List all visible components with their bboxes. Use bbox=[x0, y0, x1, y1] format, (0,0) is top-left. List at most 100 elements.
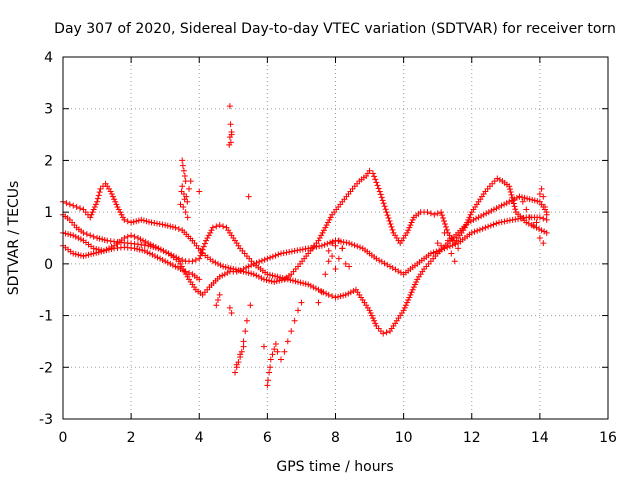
data-point bbox=[101, 236, 108, 243]
data-point bbox=[99, 236, 106, 243]
data-point bbox=[90, 233, 97, 240]
data-point bbox=[212, 259, 219, 266]
data-point bbox=[167, 260, 174, 267]
data-point bbox=[184, 273, 191, 280]
data-point bbox=[340, 239, 347, 246]
data-point bbox=[155, 245, 162, 252]
data-point bbox=[538, 227, 545, 234]
data-point bbox=[72, 251, 79, 258]
data-point bbox=[378, 194, 385, 201]
data-point bbox=[525, 220, 532, 227]
data-point bbox=[342, 291, 349, 298]
data-point bbox=[177, 266, 184, 273]
data-point bbox=[410, 284, 417, 291]
data-point bbox=[96, 235, 103, 242]
data-point bbox=[277, 274, 284, 281]
data-point bbox=[479, 225, 486, 232]
data-point bbox=[274, 348, 281, 355]
data-point bbox=[543, 216, 550, 223]
data-point bbox=[240, 338, 247, 345]
data-point bbox=[107, 188, 114, 195]
data-point bbox=[221, 271, 228, 278]
data-point bbox=[73, 203, 80, 210]
data-point bbox=[268, 278, 275, 285]
data-point bbox=[305, 281, 312, 288]
data-point bbox=[372, 320, 379, 327]
x-axis-label: GPS time / hours bbox=[276, 459, 393, 475]
data-point bbox=[219, 272, 226, 279]
data-point bbox=[162, 222, 169, 229]
data-point bbox=[154, 220, 161, 227]
data-point bbox=[214, 297, 221, 304]
data-point bbox=[501, 201, 508, 208]
data-point bbox=[250, 260, 257, 267]
data-point bbox=[434, 240, 441, 247]
data-point bbox=[131, 245, 138, 252]
data-point bbox=[413, 278, 420, 285]
data-point bbox=[312, 285, 319, 292]
data-point bbox=[318, 242, 325, 249]
data-point bbox=[182, 178, 189, 185]
data-point bbox=[140, 217, 147, 224]
data-point bbox=[200, 243, 207, 250]
series-track-D bbox=[60, 242, 203, 283]
data-point bbox=[197, 252, 204, 259]
data-point bbox=[264, 255, 271, 262]
data-point bbox=[182, 268, 189, 275]
data-point bbox=[332, 242, 339, 249]
data-point bbox=[401, 304, 408, 311]
data-point bbox=[440, 215, 447, 222]
data-point bbox=[180, 267, 187, 274]
data-point bbox=[237, 267, 244, 274]
data-point bbox=[172, 263, 179, 270]
data-point bbox=[97, 185, 104, 192]
data-point bbox=[146, 218, 153, 225]
data-point bbox=[536, 191, 543, 198]
data-point bbox=[148, 219, 155, 226]
data-point bbox=[441, 229, 448, 236]
data-point bbox=[264, 271, 271, 278]
data-point bbox=[284, 276, 291, 283]
data-point bbox=[316, 235, 323, 241]
data-point bbox=[404, 229, 411, 236]
data-point bbox=[65, 231, 72, 238]
data-point bbox=[175, 258, 182, 265]
data-point bbox=[226, 141, 233, 148]
data-point bbox=[350, 288, 357, 295]
data-point bbox=[139, 247, 146, 254]
data-point bbox=[366, 167, 373, 174]
data-point bbox=[291, 247, 298, 254]
data-point bbox=[511, 203, 518, 210]
data-point bbox=[134, 235, 141, 241]
data-point bbox=[526, 214, 533, 221]
data-point bbox=[427, 250, 434, 257]
data-point bbox=[369, 315, 376, 322]
data-point bbox=[508, 191, 515, 198]
data-point bbox=[400, 307, 407, 314]
data-point bbox=[77, 236, 84, 243]
data-point bbox=[386, 218, 393, 225]
y-axis-label: SDTVAR / TECUs bbox=[6, 181, 22, 296]
series-scatter-burst-1 bbox=[177, 157, 203, 221]
data-point bbox=[383, 209, 390, 216]
data-point bbox=[157, 246, 164, 253]
data-point bbox=[520, 214, 527, 221]
data-point bbox=[216, 273, 223, 280]
data-point bbox=[506, 198, 513, 205]
data-point bbox=[87, 214, 94, 221]
data-point bbox=[503, 200, 510, 207]
data-point bbox=[94, 198, 101, 205]
x-tick-label: 10 bbox=[395, 430, 413, 446]
data-point bbox=[232, 369, 239, 376]
data-point bbox=[315, 286, 322, 293]
data-point bbox=[513, 194, 520, 201]
data-point bbox=[324, 240, 331, 247]
data-point bbox=[538, 185, 545, 192]
data-point bbox=[536, 225, 543, 232]
data-point bbox=[444, 237, 451, 244]
data-point bbox=[373, 179, 380, 186]
data-point bbox=[135, 217, 142, 224]
data-point bbox=[111, 196, 118, 203]
data-point bbox=[475, 214, 482, 221]
data-point bbox=[488, 207, 495, 214]
